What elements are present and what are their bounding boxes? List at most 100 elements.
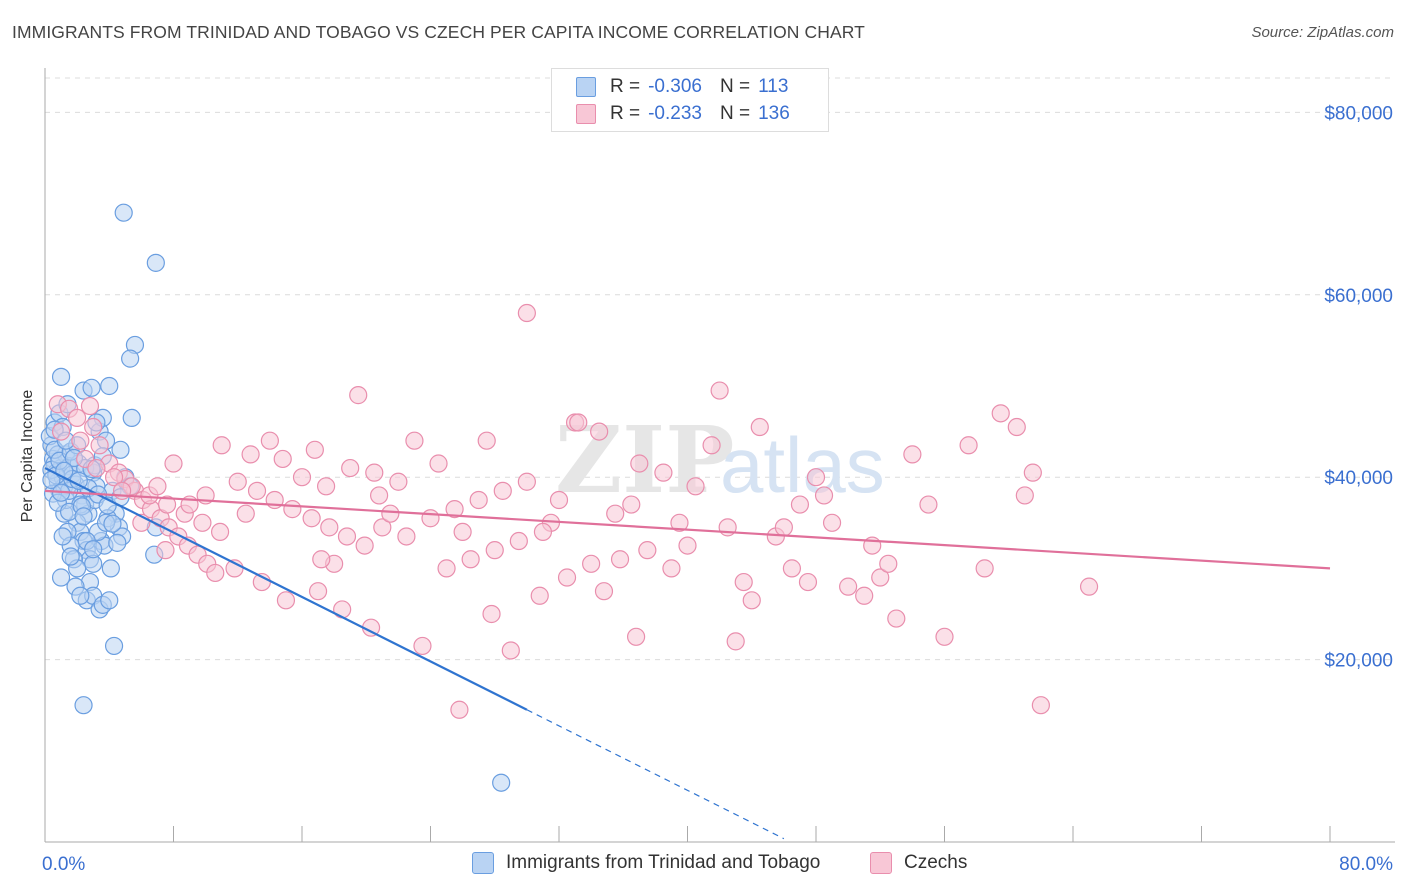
x-tick-label-min: 0.0% bbox=[42, 854, 85, 875]
point-czechs bbox=[590, 422, 609, 441]
tick-labels: $20,000 $40,000 $60,000 $80,000 0.0% 80.0% bbox=[42, 103, 1393, 875]
point-czechs bbox=[337, 527, 357, 546]
point-czechs bbox=[887, 609, 906, 628]
point-czechs bbox=[654, 463, 673, 482]
gridlines bbox=[45, 77, 1395, 661]
point-czechs bbox=[959, 436, 978, 455]
y-tick-label: $60,000 bbox=[1324, 286, 1393, 307]
point-czechs bbox=[104, 468, 124, 487]
bottom-legend-trinidad: Immigrants from Trinidad and Tobago bbox=[472, 852, 820, 874]
point-trinidad bbox=[100, 591, 119, 610]
point-czechs bbox=[569, 413, 588, 432]
point-czechs bbox=[509, 531, 528, 551]
point-czechs bbox=[670, 513, 689, 532]
point-czechs bbox=[421, 509, 440, 528]
legend-row-czechs: R = -0.233 N = 136 bbox=[576, 102, 790, 126]
point-czechs bbox=[365, 463, 384, 482]
legend-n-label: N = bbox=[719, 76, 751, 97]
chart-title: IMMIGRANTS FROM TRINIDAD AND TOBAGO VS C… bbox=[12, 22, 865, 42]
y-tick-label: $80,000 bbox=[1324, 103, 1393, 124]
point-czechs bbox=[557, 568, 577, 587]
point-czechs bbox=[493, 481, 512, 500]
point-czechs bbox=[305, 440, 324, 459]
legend-swatch-pink bbox=[576, 104, 596, 124]
point-trinidad bbox=[122, 408, 141, 428]
point-czechs bbox=[991, 404, 1010, 423]
point-czechs bbox=[533, 522, 553, 542]
bottom-legend-label: Czechs bbox=[904, 852, 968, 873]
point-czechs bbox=[903, 445, 922, 464]
legend-n-value: 113 bbox=[758, 76, 789, 97]
point-czechs bbox=[678, 536, 697, 555]
point-czechs bbox=[610, 550, 630, 569]
legend-r-value: -0.233 bbox=[648, 103, 702, 124]
point-trinidad bbox=[104, 636, 124, 656]
point-trinidad bbox=[121, 349, 140, 368]
point-czechs bbox=[638, 541, 657, 560]
point-czechs bbox=[879, 554, 898, 573]
point-czechs bbox=[549, 490, 569, 510]
point-czechs bbox=[397, 527, 416, 546]
point-trinidad bbox=[51, 568, 71, 587]
point-czechs bbox=[710, 381, 729, 400]
point-czechs bbox=[333, 600, 352, 619]
point-czechs bbox=[517, 303, 536, 323]
point-trinidad bbox=[84, 540, 103, 559]
point-czechs bbox=[413, 636, 432, 656]
point-czechs bbox=[90, 436, 109, 455]
point-czechs bbox=[236, 504, 255, 523]
point-czechs bbox=[855, 586, 874, 605]
point-czechs bbox=[273, 449, 292, 469]
point-czechs bbox=[1079, 577, 1099, 596]
legend-swatch-blue bbox=[576, 77, 596, 97]
legend-n-label: N = bbox=[719, 103, 751, 124]
point-czechs bbox=[790, 495, 810, 514]
y-tick-label: $40,000 bbox=[1324, 468, 1393, 489]
point-czechs bbox=[822, 513, 842, 532]
correlation-legend: R = -0.306 N = 113 R = -0.233 N = 136 bbox=[551, 68, 829, 132]
point-czechs bbox=[469, 490, 488, 510]
point-czechs bbox=[482, 604, 501, 624]
point-trinidad bbox=[146, 253, 165, 272]
watermark-atlas: atlas bbox=[720, 421, 885, 509]
point-czechs bbox=[193, 513, 212, 532]
point-trinidad bbox=[100, 376, 119, 396]
point-czechs bbox=[477, 431, 496, 450]
point-czechs bbox=[814, 486, 834, 505]
point-czechs bbox=[241, 445, 260, 464]
point-czechs bbox=[80, 396, 100, 416]
point-trinidad bbox=[108, 533, 127, 552]
point-trinidad bbox=[71, 586, 90, 605]
point-trinidad bbox=[53, 527, 72, 546]
point-czechs bbox=[292, 468, 312, 487]
point-trinidad bbox=[103, 514, 122, 533]
point-czechs bbox=[381, 504, 400, 523]
point-czechs bbox=[389, 472, 408, 491]
point-trinidad bbox=[74, 507, 93, 526]
point-czechs bbox=[530, 586, 549, 605]
point-czechs bbox=[349, 386, 368, 405]
point-czechs bbox=[429, 454, 448, 473]
trend-line-trinidad-extension bbox=[526, 709, 785, 840]
x-tick-label-max: 80.0% bbox=[1339, 854, 1393, 875]
bottom-legend-czechs: Czechs bbox=[870, 852, 967, 874]
point-czechs bbox=[750, 417, 769, 437]
bottom-legend-label: Immigrants from Trinidad and Tobago bbox=[506, 852, 821, 873]
point-czechs bbox=[871, 568, 890, 587]
point-czechs bbox=[210, 522, 230, 542]
point-czechs bbox=[774, 518, 793, 537]
point-czechs bbox=[935, 627, 954, 646]
point-czechs bbox=[582, 554, 601, 573]
point-czechs bbox=[485, 541, 504, 560]
point-czechs bbox=[148, 477, 167, 496]
legend-row-trinidad: R = -0.306 N = 113 bbox=[576, 75, 788, 99]
point-czechs bbox=[839, 577, 858, 596]
y-axis-label: Per Capita Income bbox=[19, 389, 36, 523]
point-czechs bbox=[355, 536, 374, 555]
point-czechs bbox=[212, 436, 231, 455]
point-czechs bbox=[919, 495, 938, 514]
point-czechs bbox=[341, 458, 360, 478]
legend-n-value: 136 bbox=[758, 103, 790, 124]
series-czechs-points bbox=[48, 303, 1099, 719]
